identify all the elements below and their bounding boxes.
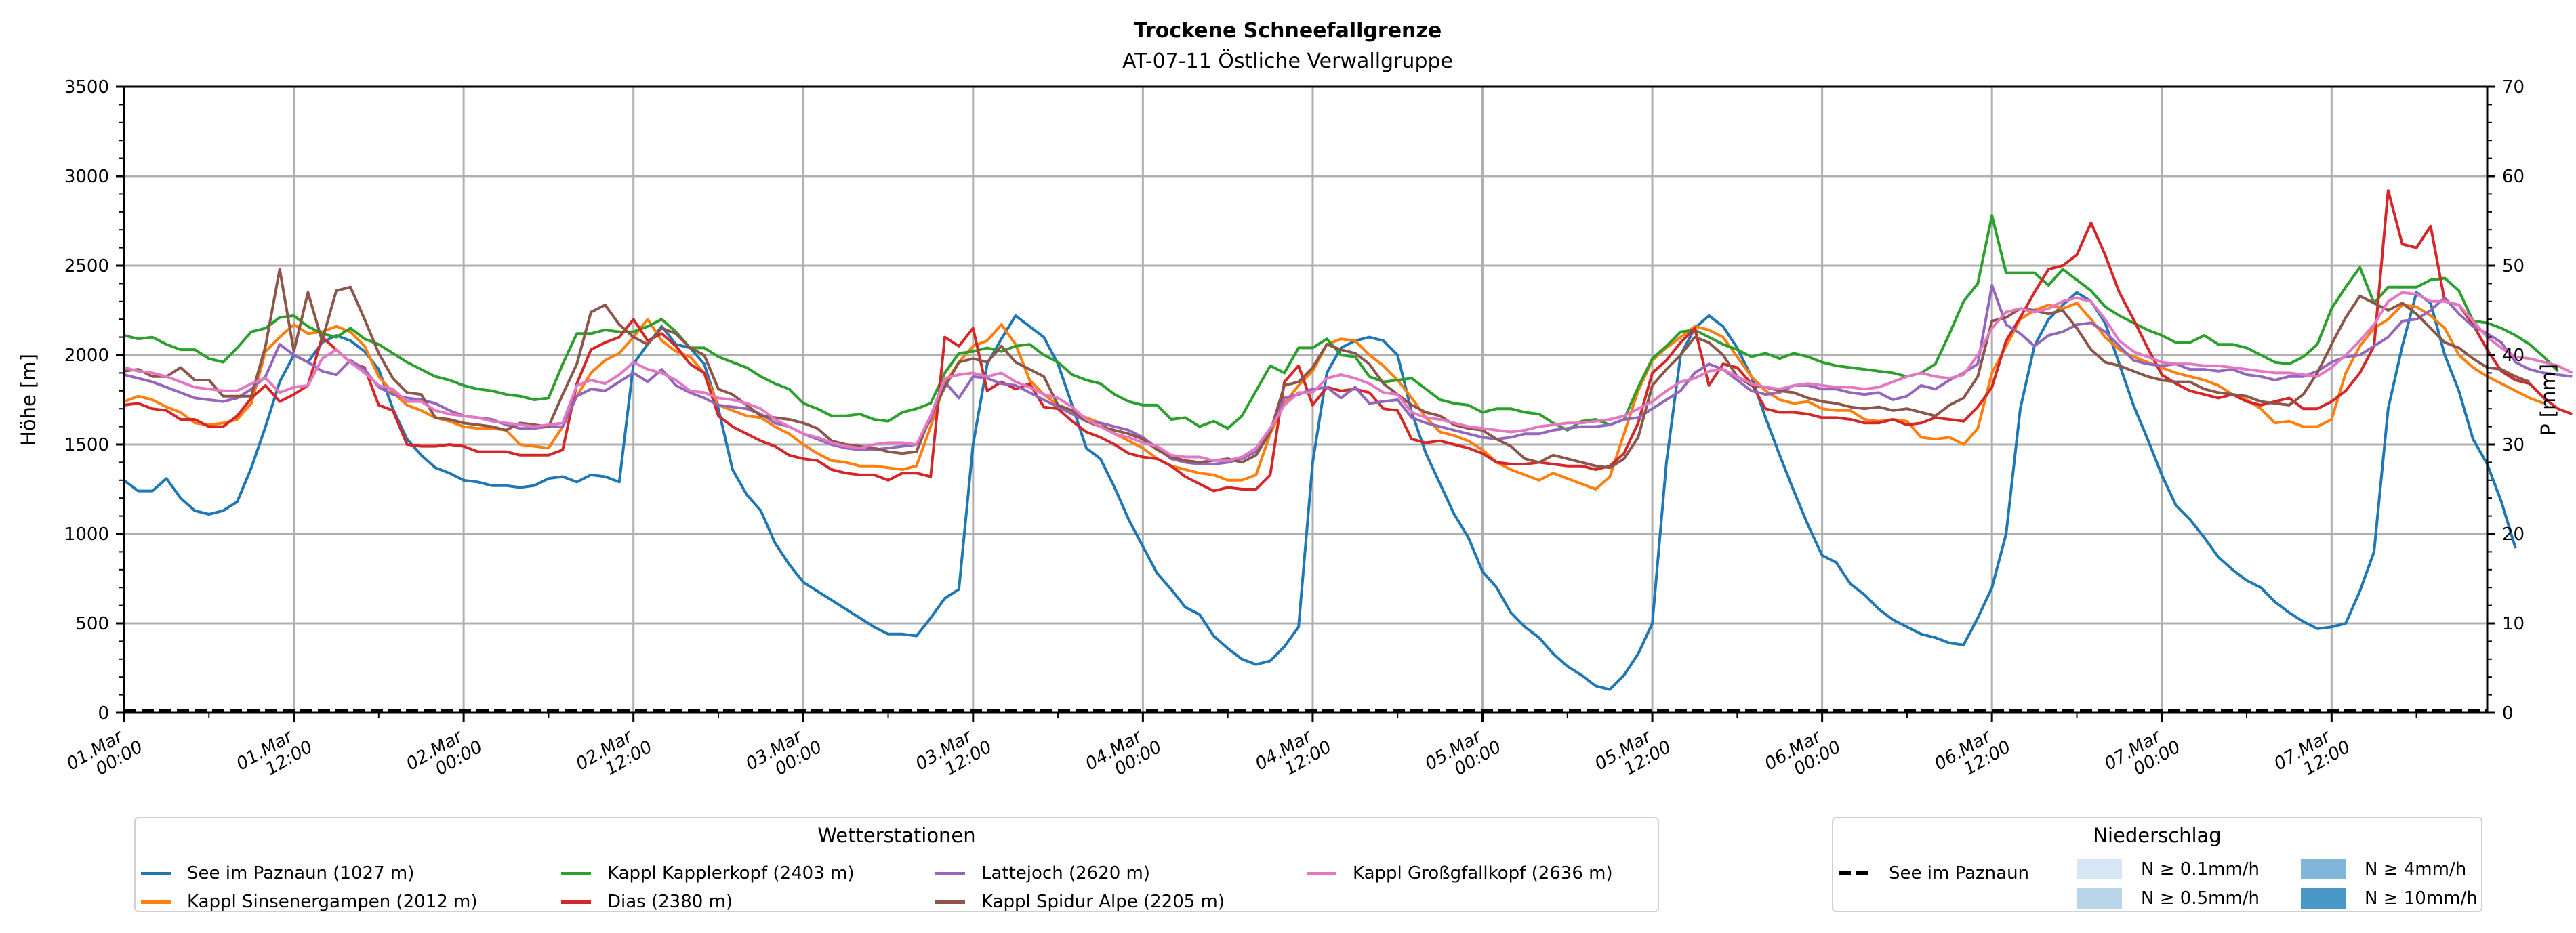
y-tick-label-right: 10 [2502,614,2524,634]
legend-label: Lattejoch (2620 m) [981,863,1151,884]
y-tick-label: 1500 [64,435,109,455]
y-axis-right: 0 10 20 30 40 50 60 70 [2487,77,2524,724]
series-line-5 [123,284,2573,465]
y-axis-label-right: P [mm] [2537,364,2560,436]
grid [124,87,2487,713]
legend-label: Kappl Spidur Alpe (2205 m) [981,892,1225,912]
series-line-4 [123,189,2573,493]
x-tick-label: 05.Mar12:00 [1591,720,1675,791]
x-tick-label: 07.Mar12:00 [2271,720,2354,791]
chart-title: Trockene Schneefallgrenze [1134,19,1442,43]
color-swatch-icon [2077,888,2122,909]
legend-item-station: Kappl Kapplerkopf (2403 m) [561,863,854,884]
x-tick-label: 05.Mar00:00 [1422,720,1505,791]
legend-item-station: Kappl Großgfallkopf (2636 m) [1307,863,1613,884]
legend-label: N ≥ 4mm/h [2365,859,2467,879]
x-tick-label: 02.Mar12:00 [573,720,656,791]
x-tick-label: 03.Mar12:00 [912,720,996,791]
x-tick-label: 06.Mar12:00 [1931,720,2014,791]
y-tick-label-right: 20 [2502,524,2524,545]
series-line-7 [123,291,2573,462]
legend-item-station: Dias (2380 m) [561,892,733,912]
legend-label: N ≥ 0.1mm/h [2141,859,2260,879]
legend-label: Kappl Sinsenergampen (2012 m) [187,892,478,912]
line-swatch-icon [141,900,171,904]
y-axis-label-left: Höhe [m] [17,354,40,446]
legend-precip-title: Niederschlag [2093,824,2222,847]
series-line-6 [123,268,2531,470]
x-tick-label: 04.Mar00:00 [1082,720,1166,791]
line-swatch-icon [561,871,591,875]
legend-label: Dias (2380 m) [607,892,733,912]
y-tick-label: 0 [98,703,109,724]
y-tick-label-right: 40 [2502,346,2524,366]
y-tick-label-right: 60 [2502,167,2524,187]
legend-stations-title: Wetterstationen [817,824,976,847]
color-swatch-icon [2301,859,2346,879]
x-tick-label: 01.Mar00:00 [63,720,146,791]
x-axis: 01.Mar00:00 01.Mar12:00 02.Mar00:00 02.Mar1… [63,713,2417,791]
x-tick-label: 04.Mar12:00 [1252,720,1335,791]
line-swatch-icon [935,871,965,875]
color-swatch-icon [2077,859,2122,879]
line-swatch-icon [935,900,965,904]
y-tick-label: 1000 [64,524,109,545]
y-axis-left: 0 500 1000 1500 2000 2500 3000 3500 [64,77,124,724]
legend-label: See im Paznaun (1027 m) [187,863,415,884]
x-tick-label: 07.Mar00:00 [2101,720,2184,791]
legend-item-precip-level: N ≥ 0.5mm/h [2077,888,2260,909]
y-tick-label-right: 50 [2502,256,2524,276]
legend-label: N ≥ 10mm/h [2365,888,2478,909]
dashed-line-icon [1839,871,1868,875]
y-tick-label-right: 70 [2502,77,2524,98]
legend-precipitation: Niederschlag See im Paznaun N ≥ 0.1mm/h N… [1832,817,2482,912]
legend-item-precip-level: N ≥ 0.1mm/h [2077,859,2260,879]
legend-label: N ≥ 0.5mm/h [2141,888,2260,909]
y-tick-label-right: 0 [2502,703,2514,724]
legend-item-precip-level: N ≥ 10mm/h [2301,888,2478,909]
x-tick-label: 06.Mar00:00 [1761,720,1845,791]
series-lines [123,189,2573,691]
legend-stations: Wetterstationen See im Paznaun (1027 m) K… [134,817,1659,912]
series-line-1 [123,291,2517,691]
line-swatch-icon [1307,871,1336,875]
y-tick-label: 3000 [64,167,109,187]
x-tick-label: 03.Mar00:00 [742,720,825,791]
legend-label: Kappl Großgfallkopf (2636 m) [1353,863,1613,884]
series-line-2 [123,302,2545,491]
line-swatch-icon [561,900,591,904]
y-tick-label: 2000 [64,346,109,366]
legend-label: See im Paznaun [1889,863,2030,884]
y-tick-label: 2500 [64,256,109,276]
legend-item-precip-line: See im Paznaun [1839,863,2029,884]
x-tick-label: 02.Mar00:00 [403,720,486,791]
y-tick-label-right: 30 [2502,435,2524,455]
legend-item-station: Kappl Spidur Alpe (2205 m) [935,892,1225,912]
legend-label: Kappl Kapplerkopf (2403 m) [607,863,855,884]
legend-item-station: Lattejoch (2620 m) [935,863,1150,884]
chart-subtitle: AT-07-11 Östliche Verwallgruppe [1122,49,1453,73]
legend-item-station: Kappl Sinsenergampen (2012 m) [141,892,478,912]
y-tick-label: 3500 [64,77,109,98]
y-tick-label: 500 [75,614,109,634]
x-tick-label: 01.Mar12:00 [233,720,316,791]
color-swatch-icon [2301,888,2346,909]
legend-item-precip-level: N ≥ 4mm/h [2301,859,2466,879]
series-line-3 [123,214,2559,432]
plot-frame [123,85,2489,714]
legend-item-station: See im Paznaun (1027 m) [141,863,414,884]
line-swatch-icon [141,871,171,875]
